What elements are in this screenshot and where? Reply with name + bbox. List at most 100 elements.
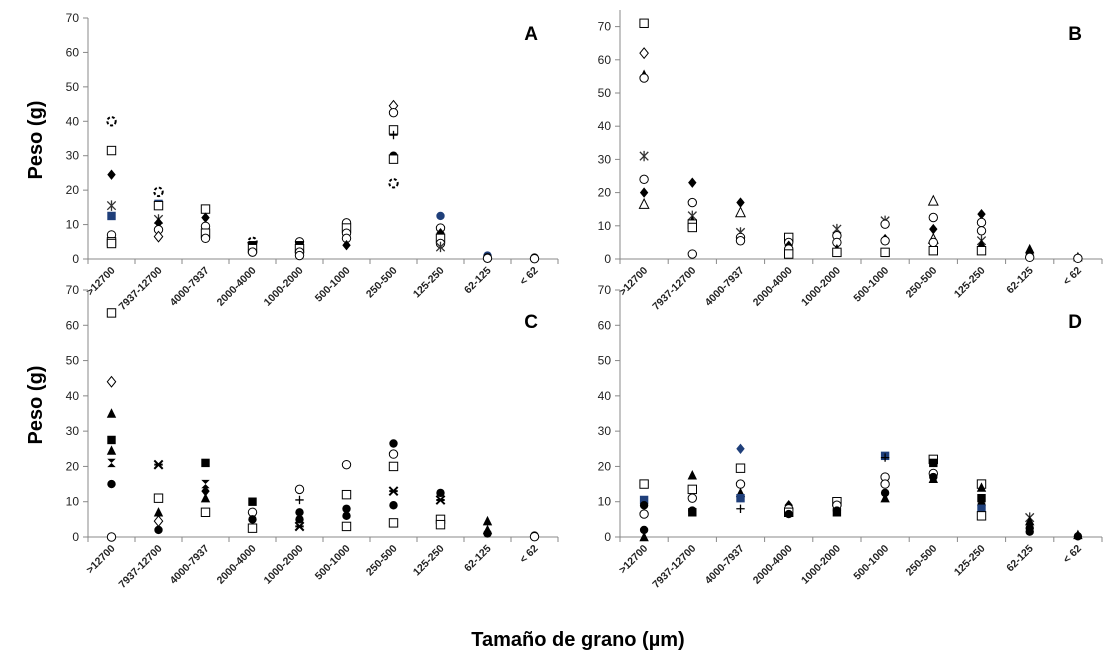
data-point [880, 479, 890, 489]
data-point [107, 211, 116, 221]
y-tick-label: 0 [72, 530, 79, 544]
data-point [200, 507, 211, 518]
data-point [976, 511, 987, 521]
data-point [294, 521, 305, 532]
data-point [784, 249, 794, 259]
data-point [107, 479, 116, 489]
x-tick-label: 4000-7937 [703, 543, 747, 587]
data-point [388, 154, 399, 164]
y-tick-label: 70 [66, 11, 80, 25]
y-tick-label: 40 [598, 119, 612, 133]
data-point [976, 246, 987, 256]
y-tick-label: 10 [66, 495, 80, 509]
y-axis-label-top: Peso (g) [25, 101, 47, 180]
y-tick-label: 50 [598, 86, 612, 100]
data-point [200, 492, 211, 503]
data-point [784, 509, 793, 519]
data-point [929, 223, 938, 235]
panel-label: D [1068, 312, 1082, 333]
y-tick-label: 50 [598, 354, 612, 368]
data-point [201, 485, 210, 497]
data-point [976, 482, 987, 492]
data-point [388, 461, 399, 472]
x-tick-label: 2000-4000 [215, 543, 259, 587]
data-point [638, 197, 650, 209]
data-point [1025, 515, 1035, 526]
y-tick-label: 60 [66, 45, 80, 59]
data-point [687, 249, 697, 259]
y-tick-label: 60 [598, 53, 612, 67]
x-tick-label: < 62 [1061, 265, 1084, 288]
data-point [529, 253, 540, 264]
data-point [639, 479, 649, 489]
data-point [880, 488, 890, 498]
panel-label: C [524, 312, 538, 333]
data-point [880, 453, 890, 462]
x-tick-label: >12700 [84, 265, 118, 299]
data-point [976, 217, 987, 228]
y-tick-label: 40 [598, 389, 612, 403]
data-point [639, 509, 649, 519]
data-point [1073, 532, 1083, 541]
data-point [687, 493, 697, 503]
data-point [927, 194, 939, 206]
x-tick-label: 500-1000 [851, 543, 891, 583]
data-point [247, 247, 258, 257]
y-tick-label: 70 [598, 283, 612, 297]
data-point [153, 507, 164, 517]
panel-d: 0 10 20 30 40 50 60 70 >12700 7937-12700 4000-7937… [598, 283, 1103, 591]
data-point [928, 237, 938, 248]
data-point [639, 47, 649, 60]
data-point [977, 504, 986, 513]
data-point [154, 217, 163, 229]
x-axis-label: Tamaño de grano (µm) [471, 629, 684, 651]
data-point [736, 504, 745, 513]
data-point [688, 177, 697, 188]
data-point [341, 489, 352, 500]
y-tick-label: 20 [66, 183, 80, 197]
x-tick-label: >12700 [617, 543, 651, 577]
data-point [436, 211, 445, 221]
x-tick-label: 7937-12700 [650, 265, 698, 313]
data-point [106, 116, 117, 127]
x-tick-label: 2000-4000 [751, 265, 795, 309]
data-point [832, 508, 842, 517]
y-tick-label: 50 [66, 354, 80, 368]
data-point [929, 458, 938, 468]
x-tick-label: 250-500 [904, 265, 940, 301]
y-tick-label: 10 [598, 495, 612, 509]
x-tick-label: 2000-4000 [215, 265, 259, 309]
data-point [832, 247, 842, 258]
data-point [388, 178, 399, 189]
data-point [928, 246, 938, 256]
x-tick-label: 4000-7937 [703, 265, 747, 309]
data-point [880, 219, 890, 229]
data-point [153, 493, 164, 503]
x-tick-label: 250-500 [904, 543, 940, 579]
data-point [976, 226, 987, 236]
y-tick-label: 10 [598, 219, 612, 233]
data-point [639, 501, 649, 510]
x-tick-label: 500-1000 [313, 265, 353, 305]
data-point [342, 511, 351, 521]
data-point [436, 488, 445, 498]
x-tick-label: 62-125 [462, 265, 494, 297]
x-tick-label: 500-1000 [851, 265, 891, 305]
x-tick-label: 62-125 [1004, 543, 1036, 575]
data-point [106, 200, 117, 211]
data-point [342, 240, 351, 251]
data-point [248, 515, 257, 524]
x-tick-label: 4000-7937 [168, 265, 212, 309]
y-tick-label: 30 [66, 424, 80, 438]
data-point [977, 208, 986, 220]
y-tick-label: 30 [598, 152, 612, 166]
x-tick-label: 7937-12700 [650, 543, 698, 591]
data-point [200, 204, 211, 214]
data-point [976, 238, 987, 249]
data-point [248, 497, 257, 506]
data-point [388, 449, 399, 459]
panel-label: A [524, 24, 538, 45]
y-tick-label: 60 [598, 318, 612, 332]
